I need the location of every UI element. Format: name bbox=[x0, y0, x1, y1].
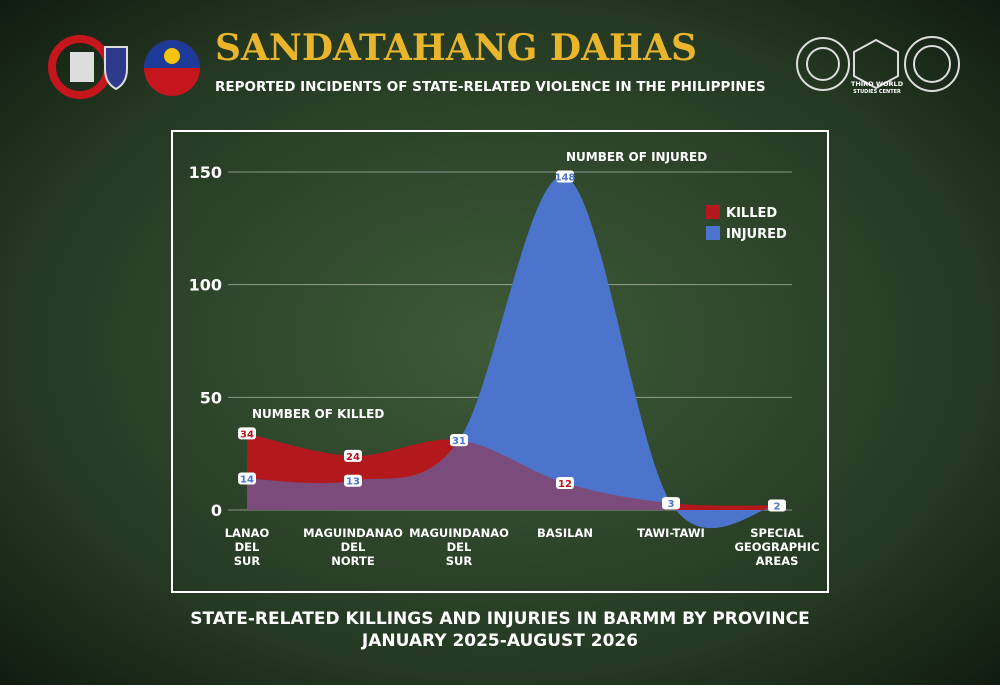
value-label-box bbox=[450, 434, 468, 447]
value-label: 3 bbox=[668, 499, 675, 510]
logo-text: THIRD WORLD bbox=[851, 80, 904, 88]
y-tick-label: 50 bbox=[200, 388, 222, 407]
x-tick-label: MAGUINDANAO DEL SUR bbox=[409, 526, 509, 568]
x-tick-label: LANAO DEL SUR bbox=[225, 526, 270, 568]
value-label: 12 bbox=[558, 479, 572, 490]
logo-text: STUDIES CENTER bbox=[853, 89, 901, 95]
annotation: NUMBER OF KILLED bbox=[252, 407, 384, 421]
value-label: 34 bbox=[240, 429, 254, 440]
value-label: 2 bbox=[774, 501, 781, 512]
value-label: 148 bbox=[555, 173, 576, 184]
x-tick-label: BASILAN bbox=[537, 526, 593, 540]
caption: STATE-RELATED KILLINGS AND INJURIES IN B… bbox=[190, 609, 809, 629]
x-tick-label: MAGUINDANAO DEL NORTE bbox=[303, 526, 403, 568]
subtitle: REPORTED INCIDENTS OF STATE-RELATED VIOL… bbox=[215, 79, 766, 95]
annotation: NUMBER OF INJURED bbox=[566, 150, 707, 164]
value-label-box bbox=[662, 497, 680, 510]
value-label-box bbox=[556, 170, 574, 183]
value-label-box bbox=[344, 449, 362, 462]
legend-label: KILLED bbox=[726, 206, 777, 221]
value-label-box bbox=[344, 474, 362, 487]
overlap-shade bbox=[247, 176, 777, 529]
value-label: 13 bbox=[346, 477, 360, 488]
left-logos bbox=[48, 35, 200, 99]
right-logos bbox=[796, 36, 960, 92]
legend-swatch bbox=[706, 226, 720, 240]
x-tick-label: SPECIAL GEOGRAPHIC AREAS bbox=[734, 526, 819, 568]
value-label-box bbox=[238, 427, 256, 440]
y-tick-label: 0 bbox=[211, 501, 222, 520]
legend-swatch bbox=[706, 205, 720, 219]
value-label: 14 bbox=[240, 474, 254, 485]
x-tick-label: TAWI-TAWI bbox=[637, 526, 705, 540]
caption: JANUARY 2025-AUGUST 2026 bbox=[361, 631, 638, 651]
title: SANDATAHANG DAHAS bbox=[215, 27, 697, 69]
value-label-box bbox=[768, 499, 786, 512]
y-tick-label: 150 bbox=[189, 163, 222, 182]
y-tick-label: 100 bbox=[189, 276, 222, 295]
value-label: 24 bbox=[346, 452, 360, 463]
value-label-box bbox=[556, 476, 574, 489]
chart-frame bbox=[171, 130, 829, 593]
value-label-box bbox=[238, 472, 256, 485]
legend-label: INJURED bbox=[726, 227, 787, 242]
value-label: 31 bbox=[452, 436, 466, 447]
